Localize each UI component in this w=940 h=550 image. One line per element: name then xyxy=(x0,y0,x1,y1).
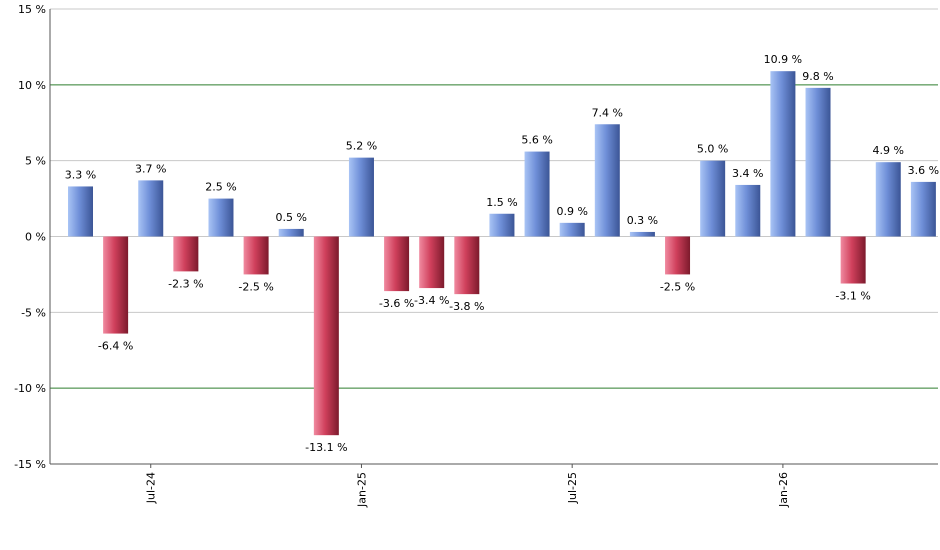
bar-value-label: 3.7 % xyxy=(135,162,166,175)
bar xyxy=(910,181,936,237)
bar xyxy=(208,198,234,237)
bar xyxy=(173,236,199,272)
bars xyxy=(68,71,936,436)
bar-value-label: -3.1 % xyxy=(835,290,870,303)
y-tick-label: 0 % xyxy=(25,231,46,244)
bar xyxy=(700,160,726,237)
bar-value-label: 5.2 % xyxy=(346,140,377,153)
bar xyxy=(454,236,480,295)
bar-value-label: 1.5 % xyxy=(486,196,517,209)
y-tick-label: 15 % xyxy=(18,3,46,16)
bar-value-label: -2.5 % xyxy=(238,280,273,293)
y-tick-label: 10 % xyxy=(18,79,46,92)
bar-value-label: -2.3 % xyxy=(168,277,203,290)
y-axis-tick-labels: 15 % 10 % 5 % 0 % -5 % -10 % -15 % xyxy=(14,3,46,471)
y-tick-label: -15 % xyxy=(14,458,46,471)
bar-value-label: 3.3 % xyxy=(65,168,96,181)
bar xyxy=(770,71,796,237)
y-tick-label: 5 % xyxy=(25,155,46,168)
x-tick-label: Jul-24 xyxy=(145,472,158,504)
bar-value-label: 5.6 % xyxy=(521,134,552,147)
bar-value-label: 7.4 % xyxy=(592,106,623,119)
bar xyxy=(629,231,655,237)
bar xyxy=(313,236,339,436)
bar-value-label: 3.6 % xyxy=(908,164,939,177)
bar-value-label: -2.5 % xyxy=(660,280,695,293)
bar-value-labels: 3.3 % -6.4 % 3.7 % -2.3 % 2.5 % -2.5 % 0.5 % -1… xyxy=(65,53,939,454)
bar-value-label: 0.9 % xyxy=(556,205,587,218)
bar xyxy=(594,124,620,237)
bar-value-label: 3.4 % xyxy=(732,167,763,180)
bar-value-label: 5.0 % xyxy=(697,143,728,156)
x-tick-label: Jan-26 xyxy=(777,472,790,508)
bar xyxy=(419,236,445,289)
bar-value-label: -3.6 % xyxy=(379,297,414,310)
bar xyxy=(805,87,831,237)
bar xyxy=(138,180,164,237)
bar-value-label: -6.4 % xyxy=(98,340,133,353)
bar xyxy=(559,222,585,237)
bar xyxy=(243,236,269,275)
bar-value-label: 10.9 % xyxy=(764,53,802,66)
axes xyxy=(49,9,938,465)
y-tick-label: -5 % xyxy=(21,306,46,319)
bar-value-label: 2.5 % xyxy=(205,181,236,194)
bar-value-label: -3.4 % xyxy=(414,294,449,307)
bar xyxy=(665,236,691,275)
bar xyxy=(348,157,374,237)
bar xyxy=(68,186,93,237)
bar xyxy=(103,236,129,334)
y-tick-label: -10 % xyxy=(14,382,46,395)
bar xyxy=(524,151,550,237)
bar-value-label: 0.3 % xyxy=(627,214,658,227)
bar-value-label: -3.8 % xyxy=(449,300,484,313)
x-tick-label: Jan-25 xyxy=(355,472,368,508)
bar xyxy=(735,184,761,237)
bar xyxy=(875,162,901,237)
bar-value-label: 9.8 % xyxy=(802,70,833,83)
x-axis-tick-labels: Jul-24 Jan-25 Jul-25 Jan-26 xyxy=(145,464,790,508)
bar xyxy=(384,236,410,292)
bar-value-label: 0.5 % xyxy=(275,211,306,224)
x-tick-label: Jul-25 xyxy=(566,472,579,504)
bar xyxy=(840,236,866,284)
bar-value-label: 4.9 % xyxy=(873,144,904,157)
bar xyxy=(489,213,515,237)
bar-value-label: -13.1 % xyxy=(305,441,347,454)
bar xyxy=(278,228,304,237)
